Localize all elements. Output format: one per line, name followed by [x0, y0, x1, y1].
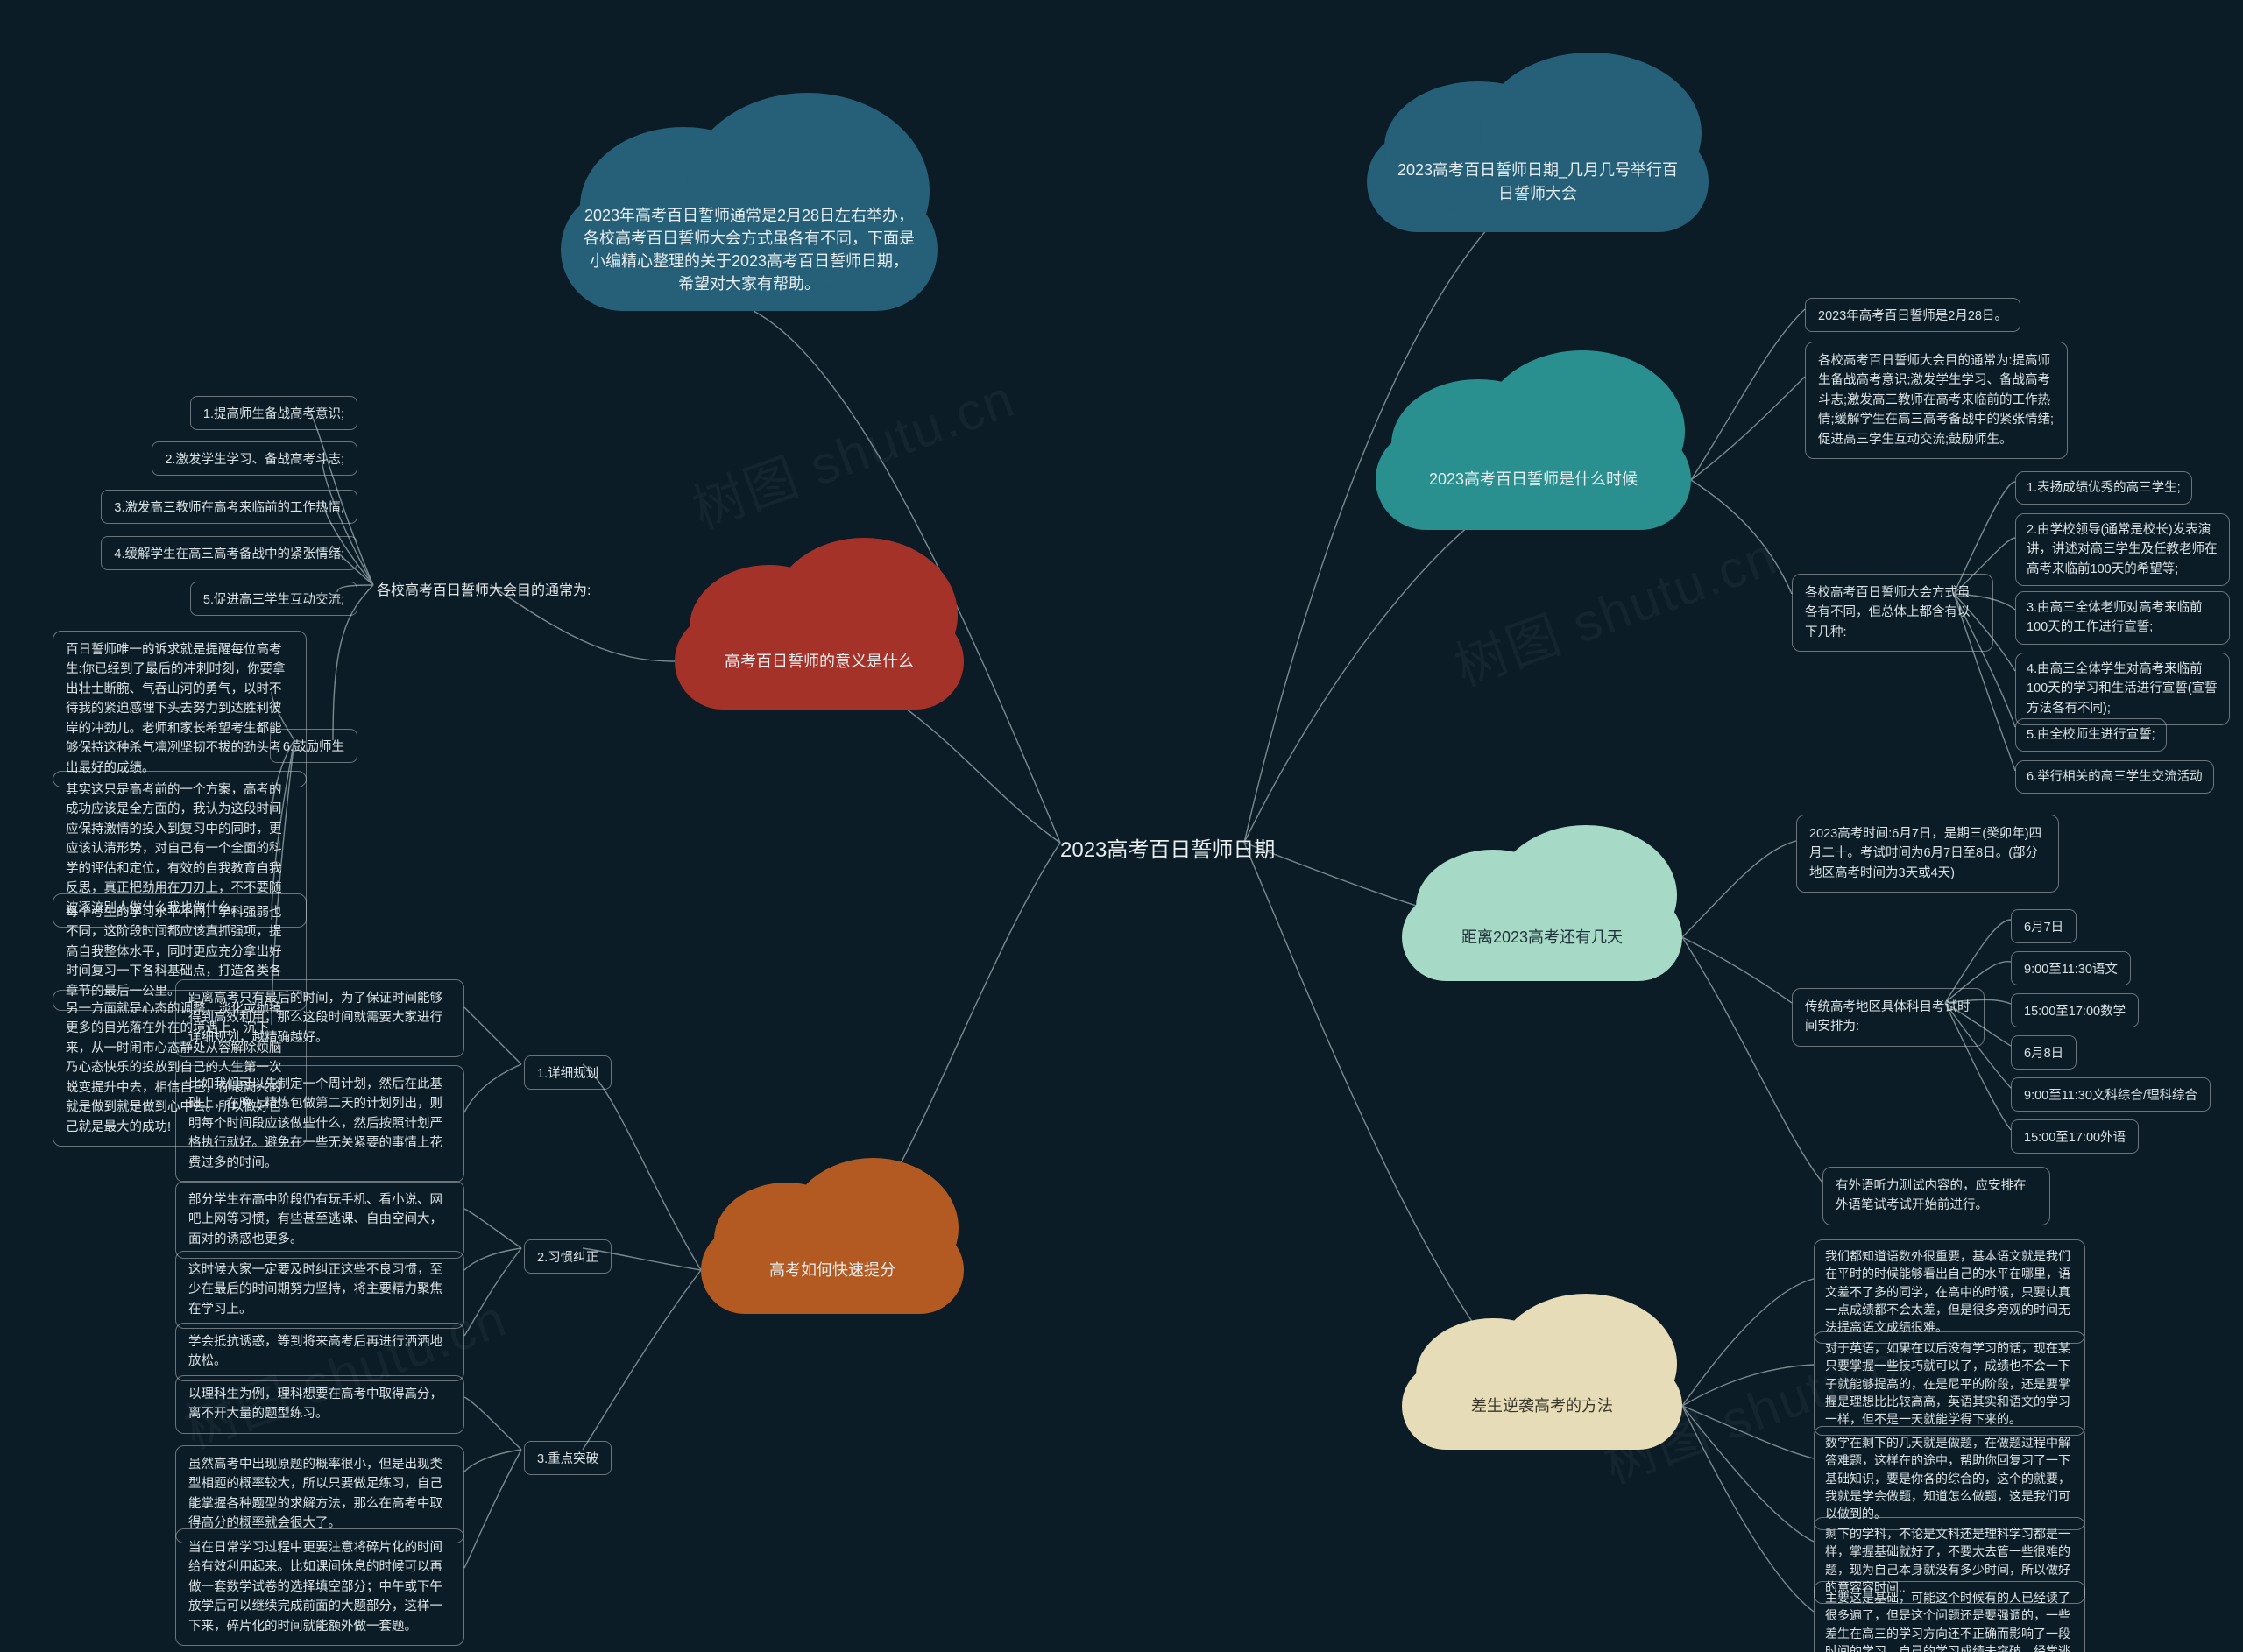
- cloud-when: 2023高考百日誓师是什么时候: [1376, 429, 1691, 530]
- cloud-title_r-text: 2023高考百日誓师日期_几月几号举行百日誓师大会: [1367, 150, 1709, 213]
- cloud-title_r: 2023高考百日誓师日期_几月几号举行百日誓师大会: [1367, 131, 1709, 232]
- improve-item: 以理科生为例，理科想要在高考中取得高分，离不开大量的题型练习。: [175, 1375, 464, 1434]
- improve-group-label: 2.习惯纠正: [524, 1239, 612, 1274]
- countdown-item: 6月8日: [2011, 1035, 2077, 1070]
- when-item: 1.表扬成绩优秀的高三学生;: [2015, 471, 2192, 505]
- method-item: 主要这是基础，可能这个时候有的人已经读了很多遍了，但是这个问题还是要强调的，一些…: [1814, 1581, 2085, 1652]
- meaning-item: 3.激发高三教师在高考来临前的工作热情;: [101, 490, 357, 524]
- improve-item: 距离高考只有最后的时间，为了保证时间能够得到高效利用，那么这段时间就需要大家进行…: [175, 979, 464, 1057]
- improve-item: 部分学生在高中阶段仍有玩手机、看小说、网吧上网等习惯，有些甚至逃课、自由空间大，…: [175, 1181, 464, 1259]
- cloud-meaning: 高考百日誓师的意义是什么: [675, 613, 964, 710]
- when-top-item: 2023年高考百日誓师是2月28日。: [1805, 298, 2020, 332]
- center-topic: 2023高考百日誓师日期: [1060, 832, 1275, 863]
- cloud-countdown: 距离2023高考还有几天: [1402, 893, 1682, 981]
- countdown-top: 2023高考时间:6月7日，是期三(癸卯年)四月二十。考试时间为6月7日至8日。…: [1796, 815, 2059, 893]
- improve-item: 这时候大家一定要及时纠正这些不良习惯，至少在最后的时间期努力坚持，将主要精力聚焦…: [175, 1251, 464, 1329]
- cloud-improve-text: 高考如何快速提分: [746, 1250, 918, 1290]
- cloud-intro-text: 2023年高考百日誓师通常是2月28日左右举办，各校高考百日誓师大会方式虽各有不…: [561, 195, 938, 304]
- when-item: 3.由高三全体老师对高考来临前100天的工作进行宣誓;: [2015, 591, 2230, 645]
- meaning-paragraph: 百日誓师唯一的诉求就是提醒每位高考生:你已经到了最后的冲刺时刻，你要拿出壮士断腕…: [53, 631, 307, 787]
- improve-group-label: 3.重点突破: [524, 1441, 612, 1475]
- when-group-label: 各校高考百日誓师大会方式虽各有不同，但总体上都含有以下几种:: [1792, 574, 1993, 652]
- meaning-item: 4.缓解学生在高三高考备战中的紧张情绪;: [101, 536, 357, 570]
- countdown-item: 9:00至11:30文科综合/理科综合: [2011, 1077, 2211, 1112]
- cloud-meaning-text: 高考百日誓师的意义是什么: [702, 641, 937, 681]
- method-item: 数学在剩下的几天就是做题，在做题过程中解答难题，这样在的途中，帮助你回复习了一下…: [1814, 1426, 2085, 1530]
- meaning-item: 1.提高师生备战高考意识;: [190, 396, 357, 430]
- countdown-item: 9:00至11:30语文: [2011, 951, 2131, 985]
- improve-group-label: 1.详细规划: [524, 1055, 612, 1090]
- improve-item: 学会抵抗诱惑，等到将来高考后再进行洒洒地放松。: [175, 1323, 464, 1381]
- improve-item: 比如我们可以先制定一个周计划，然后在此基础上，在晚上精炼包做第二天的计划列出，则…: [175, 1065, 464, 1183]
- when-item: 2.由学校领导(通常是校长)发表演讲，讲述对高三学生及任教老师在高考来临前100…: [2015, 513, 2230, 586]
- cloud-improve: 高考如何快速提分: [701, 1226, 964, 1314]
- meaning-group-label: 各校高考百日誓师大会目的通常为:: [377, 578, 591, 599]
- countdown-item: 15:00至17:00外语: [2011, 1119, 2139, 1154]
- meaning-item: 2.激发学生学习、备战高考斗志;: [152, 441, 357, 476]
- method-item: 对于英语，如果在以后没有学习的话，现在某只要掌握一些技巧就可以了，成绩也不会一下…: [1814, 1331, 2085, 1436]
- watermark: 树图 shutu.cn: [681, 357, 1024, 544]
- cloud-countdown-text: 距离2023高考还有几天: [1439, 917, 1645, 957]
- countdown-group-label: 传统高考地区具体科目考试时间安排为:: [1792, 988, 1985, 1047]
- meaning-item: 5.促进高三学生互动交流;: [190, 582, 357, 616]
- cloud-intro: 2023年高考百日誓师通常是2月28日左右举办，各校高考百日誓师大会方式虽各有不…: [561, 188, 938, 311]
- countdown-item: 6月7日: [2011, 909, 2077, 943]
- when-top-item: 各校高考百日誓师大会目的通常为:提高师生备战高考意识;激发学生学习、备战高考斗志…: [1805, 342, 2068, 459]
- when-item: 6.举行相关的高三学生交流活动: [2015, 760, 2214, 794]
- cloud-method: 差生逆袭高考的方法: [1402, 1362, 1682, 1450]
- cloud-method-text: 差生逆袭高考的方法: [1448, 1386, 1636, 1426]
- countdown-note: 有外语听力测试内容的，应安排在外语笔试考试开始前进行。: [1822, 1167, 2050, 1225]
- cloud-when-text: 2023高考百日誓师是什么时候: [1406, 459, 1660, 499]
- when-item: 5.由全校师生进行宣誓;: [2015, 718, 2167, 752]
- countdown-item: 15:00至17:00数学: [2011, 993, 2139, 1027]
- method-item: 我们都知道语数外很重要，基本语文就是我们在平时的时候能够看出自己的水平在哪里，语…: [1814, 1239, 2085, 1344]
- when-item: 4.由高三全体学生对高考来临前100天的学习和生活进行宣誓(宣誓方法各有不同);: [2015, 653, 2230, 725]
- improve-item: 当在日常学习过程中更要注意将碎片化的时间给有效利用起来。比如课间休息的时候可以再…: [175, 1528, 464, 1646]
- watermark: 树图 shutu.cn: [1443, 514, 1787, 702]
